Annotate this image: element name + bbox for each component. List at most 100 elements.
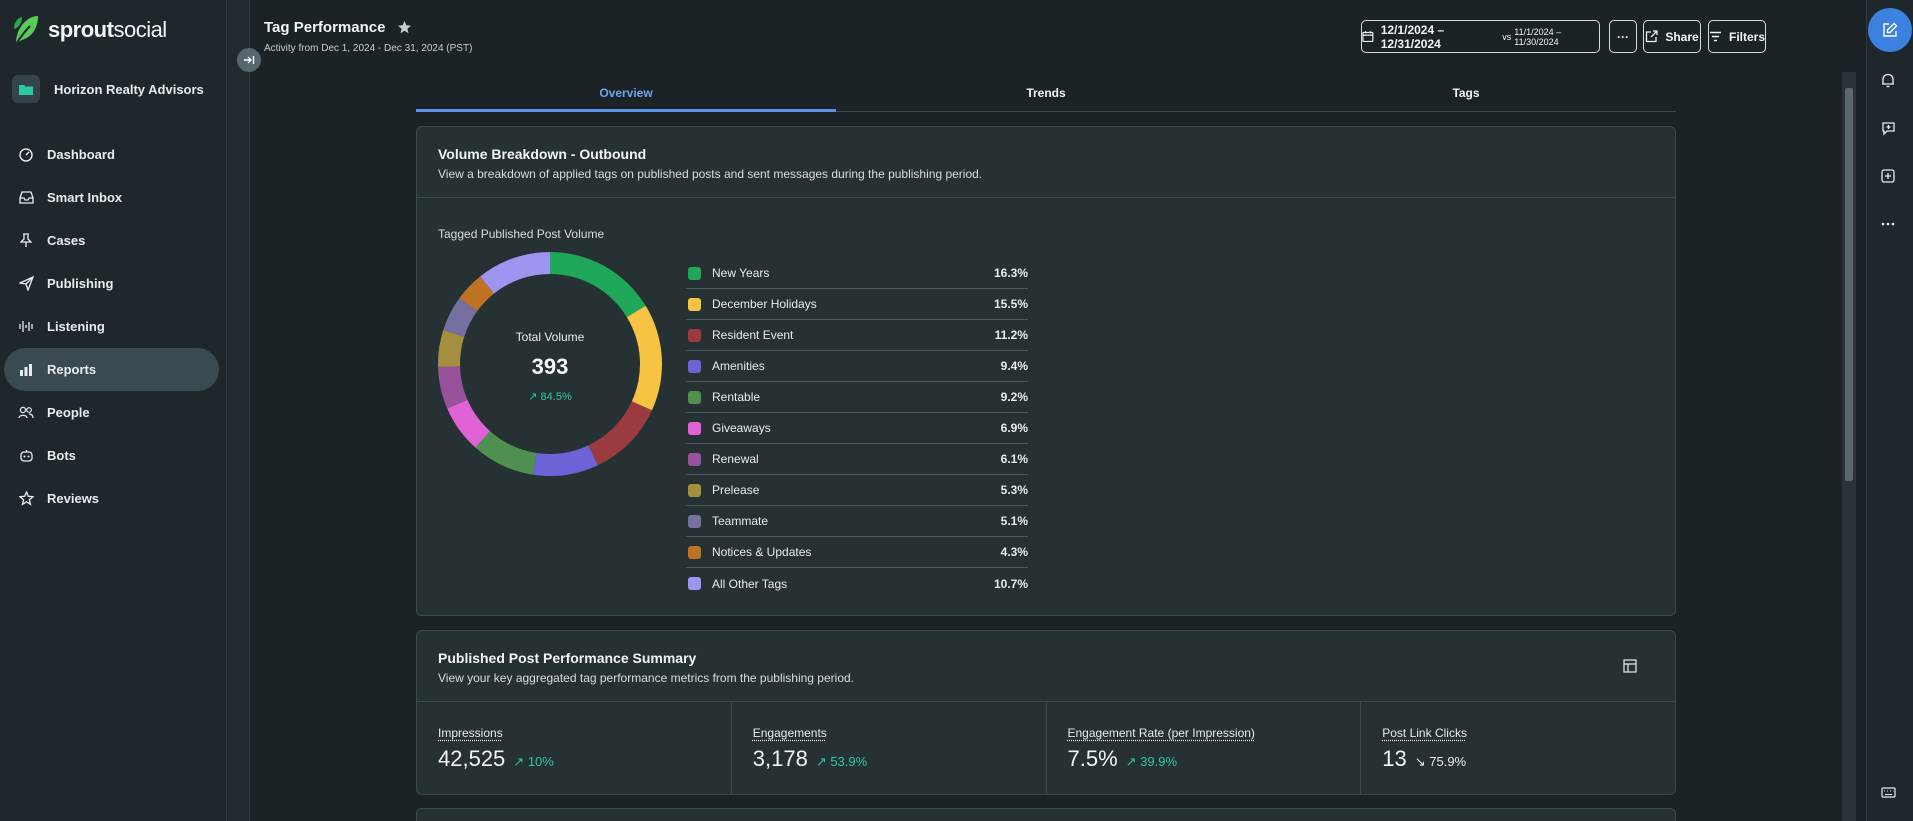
legend-percent: 11.2% [994,328,1028,342]
legend-label: Resident Event [712,328,794,342]
calendar-icon [1362,31,1374,43]
legend-item[interactable]: Amenities 9.4% [686,351,1028,382]
tab-trends[interactable]: Trends [1026,86,1066,100]
nav-item-cases[interactable]: Cases [4,219,219,262]
legend-item[interactable]: Notices & Updates 4.3% [686,537,1028,568]
nav-item-publishing[interactable]: Publishing [4,262,219,305]
legend-percent: 6.9% [1000,421,1028,435]
tab-overview[interactable]: Overview [416,80,836,112]
legend-percent: 4.3% [1000,545,1028,559]
legend-swatch [688,421,701,435]
donut-slice[interactable] [438,330,465,367]
donut-slice[interactable] [443,298,478,337]
metric-delta: ↗ 10% [513,754,554,769]
metric-engagement-rate[interactable]: Engagement Rate (per Impression) 7.5% ↗ … [1047,702,1362,794]
legend-swatch [688,483,701,497]
more-apps-icon[interactable] [1878,214,1898,234]
legend-item[interactable]: All Other Tags 10.7% [686,568,1028,599]
metric-value: 42,525 [438,746,506,771]
metric-engagements[interactable]: Engagements 3,178 ↗ 53.9% [732,702,1047,794]
nav-label: Bots [47,448,76,463]
legend-item[interactable]: New Years 16.3% [686,258,1028,289]
metric-value: 7.5% [1067,746,1118,771]
page-title: Tag Performance [264,19,412,36]
report-tabs: Overview Trends Tags [416,80,1676,112]
share-button[interactable]: Share [1643,20,1701,53]
legend-swatch [688,577,701,590]
nav-item-listening[interactable]: Listening [4,305,219,348]
collapse-sidebar-button[interactable] [237,48,261,72]
legend-item[interactable]: Giveaways 6.9% [686,413,1028,444]
folder-icon [12,75,40,103]
legend-label: Amenities [712,359,765,373]
donut-slice[interactable] [588,401,652,466]
metric-delta-value: 75.9% [1429,754,1467,769]
legend-percent: 5.3% [1000,483,1028,497]
legend-item[interactable]: Prelease 5.3% [686,475,1028,506]
more-options-button[interactable]: ··· [1609,20,1637,53]
donut-slice[interactable] [459,276,494,312]
legend-percent: 16.3% [993,266,1028,280]
nav-item-reports[interactable]: Reports [4,348,219,391]
tab-tags[interactable]: Tags [1452,86,1480,100]
nav-label: Reports [47,362,97,377]
legend-label: Giveaways [712,421,771,435]
donut-slice[interactable] [550,252,646,318]
donut-slice[interactable] [626,305,662,411]
filters-button[interactable]: Filters [1708,20,1766,53]
nav-label: Dashboard [47,147,115,162]
legend-item[interactable]: Renewal 6.1% [686,444,1028,475]
legend-label: Teammate [712,514,769,528]
legend-item[interactable]: Resident Event 11.2% [686,320,1028,351]
add-task-icon[interactable] [1878,166,1898,186]
table-view-icon[interactable] [1623,659,1637,673]
paper-plane-icon [18,276,34,292]
share-label: Share [1665,29,1699,44]
date-range-button[interactable]: 12/1/2024 – 12/31/2024 vs 11/1/2024 – 11… [1361,20,1600,53]
nav-item-bots[interactable]: Bots [4,434,219,477]
bar-chart-icon [18,362,34,378]
donut-slice[interactable] [475,431,537,475]
bot-icon [18,448,34,464]
dashboard-icon [18,147,34,163]
notifications-bell-icon[interactable] [1878,70,1898,90]
star-icon [18,491,34,507]
page-subtitle: Activity from Dec 1, 2024 - Dec 31, 2024… [264,43,473,54]
metric-impressions[interactable]: Impressions 42,525 ↗ 10% [417,702,732,794]
nav-item-dashboard[interactable]: Dashboard [4,133,219,176]
nav-item-reviews[interactable]: Reviews [4,477,219,520]
account-name: Horizon Realty Advisors [54,81,204,97]
nav-label: Reviews [47,491,100,506]
share-icon [1646,30,1658,43]
keyboard-shortcuts-icon[interactable] [1878,782,1898,802]
legend-item[interactable]: December Holidays 15.5% [686,289,1028,320]
favorite-star-icon[interactable] [397,20,412,35]
donut-slice[interactable] [447,399,491,448]
legend-percent: 6.1% [1000,452,1028,466]
account-switcher[interactable]: Horizon Realty Advisors [12,75,204,103]
metric-delta: ↗ 53.9% [815,754,868,769]
people-icon [18,405,34,421]
date-range-text: 12/1/2024 – 12/31/2024 [1380,22,1445,51]
feedback-chat-icon[interactable] [1878,118,1898,138]
donut-slice[interactable] [533,445,598,476]
metrics-row: Impressions 42,525 ↗ 10% Engagements 3,1… [417,702,1675,794]
scrollbar-thumb[interactable] [1845,88,1853,481]
legend-item[interactable]: Teammate 5.1% [686,506,1028,537]
compose-button[interactable] [1868,8,1912,52]
metric-delta-value: 53.9% [830,754,868,769]
metric-delta-value: 39.9% [1140,754,1178,769]
legend-swatch [688,452,701,466]
donut-slice[interactable] [480,252,550,294]
more-icon: ··· [1617,29,1629,44]
nav-item-smart-inbox[interactable]: Smart Inbox [4,176,219,219]
donut-slice[interactable] [438,366,468,409]
compare-prefix: vs [1502,31,1512,42]
collapse-icon [244,56,255,64]
donut-chart[interactable] [438,252,662,476]
sprout-social-logo[interactable]: sproutsocial [12,14,167,46]
legend-item[interactable]: Rentable 9.2% [686,382,1028,413]
nav-item-people[interactable]: People [4,391,219,434]
metric-post-link-clicks[interactable]: Post Link Clicks 13 ↘ 75.9% [1361,702,1675,794]
legend-swatch [688,266,701,280]
